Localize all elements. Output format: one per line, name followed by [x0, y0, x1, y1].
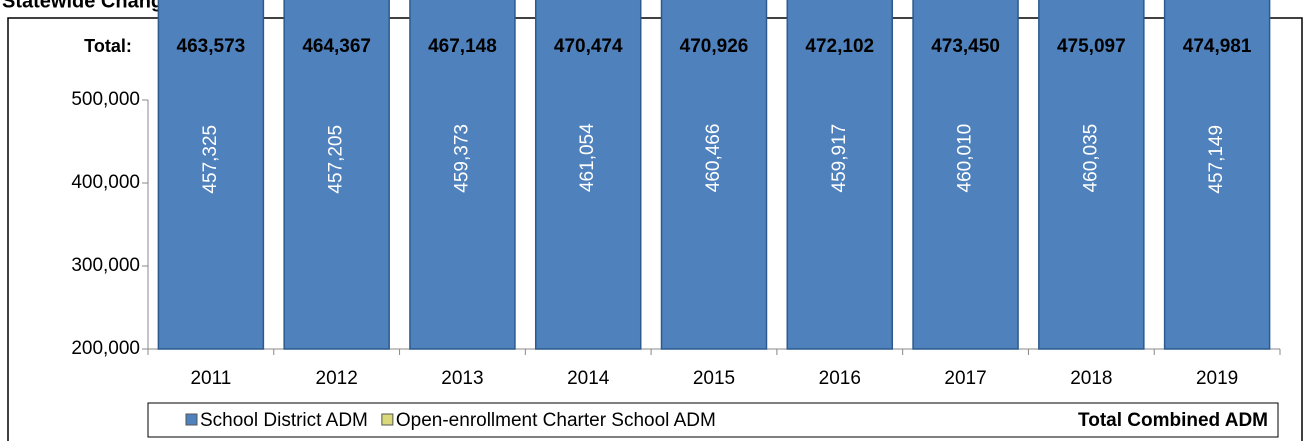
total-value-label: 463,573 — [177, 36, 246, 57]
x-tick-label: 2018 — [1070, 368, 1112, 389]
total-value-label: 474,981 — [1183, 36, 1252, 57]
bar-value-label: 459,373 — [451, 124, 472, 193]
legend-swatch — [381, 413, 394, 426]
total-value-label: 473,450 — [931, 36, 1000, 57]
bar-value-label: 460,010 — [955, 124, 976, 193]
y-tick-label: 400,000 — [71, 172, 140, 193]
bar-value-label: 457,325 — [200, 125, 221, 194]
x-tick-label: 2012 — [316, 368, 358, 389]
total-value-label: 472,102 — [805, 36, 874, 57]
y-tick-label: 200,000 — [71, 338, 140, 359]
x-tick-label: 2014 — [567, 368, 610, 389]
bar-value-label: 460,466 — [703, 124, 724, 193]
x-tick-label: 2011 — [190, 368, 231, 389]
bar-segment — [912, 0, 1019, 350]
x-tick-label: 2013 — [441, 368, 483, 389]
bar-value-label: 457,149 — [1206, 125, 1227, 194]
total-value-label: 470,926 — [680, 36, 749, 57]
bar-value-label: 460,035 — [1080, 124, 1101, 193]
y-tick-label: 300,000 — [71, 255, 140, 276]
bar-segment — [1038, 0, 1145, 350]
legend-swatch — [185, 413, 198, 426]
total-value-label: 475,097 — [1057, 36, 1126, 57]
total-value-label: 470,474 — [554, 36, 623, 57]
x-tick-label: 2017 — [944, 368, 986, 389]
legend-label: Open-enrollment Charter School ADM — [396, 410, 716, 431]
bar-segment — [1163, 0, 1271, 350]
x-tick-label: 2015 — [693, 368, 735, 389]
bar-value-label: 459,917 — [829, 124, 850, 193]
legend-box — [147, 402, 1279, 438]
total-value-label: 464,367 — [302, 36, 371, 57]
bar-segment — [409, 0, 516, 350]
bar-segment — [786, 0, 894, 350]
bar-segment — [157, 0, 265, 350]
bar-value-label: 461,054 — [577, 123, 598, 192]
legend-label: School District ADM — [200, 410, 368, 431]
bar-segment — [534, 0, 642, 350]
total-value-label: 467,148 — [428, 36, 497, 57]
x-tick-label: 2016 — [819, 368, 861, 389]
bar-segment — [660, 0, 768, 350]
legend-label: Total Combined ADM — [1078, 410, 1268, 431]
y-tick-label: 500,000 — [71, 89, 140, 110]
x-tick-label: 2019 — [1196, 368, 1238, 389]
bar-value-label: 457,205 — [326, 125, 347, 194]
total-label: Total: — [84, 36, 132, 56]
bar-segment — [283, 0, 390, 350]
